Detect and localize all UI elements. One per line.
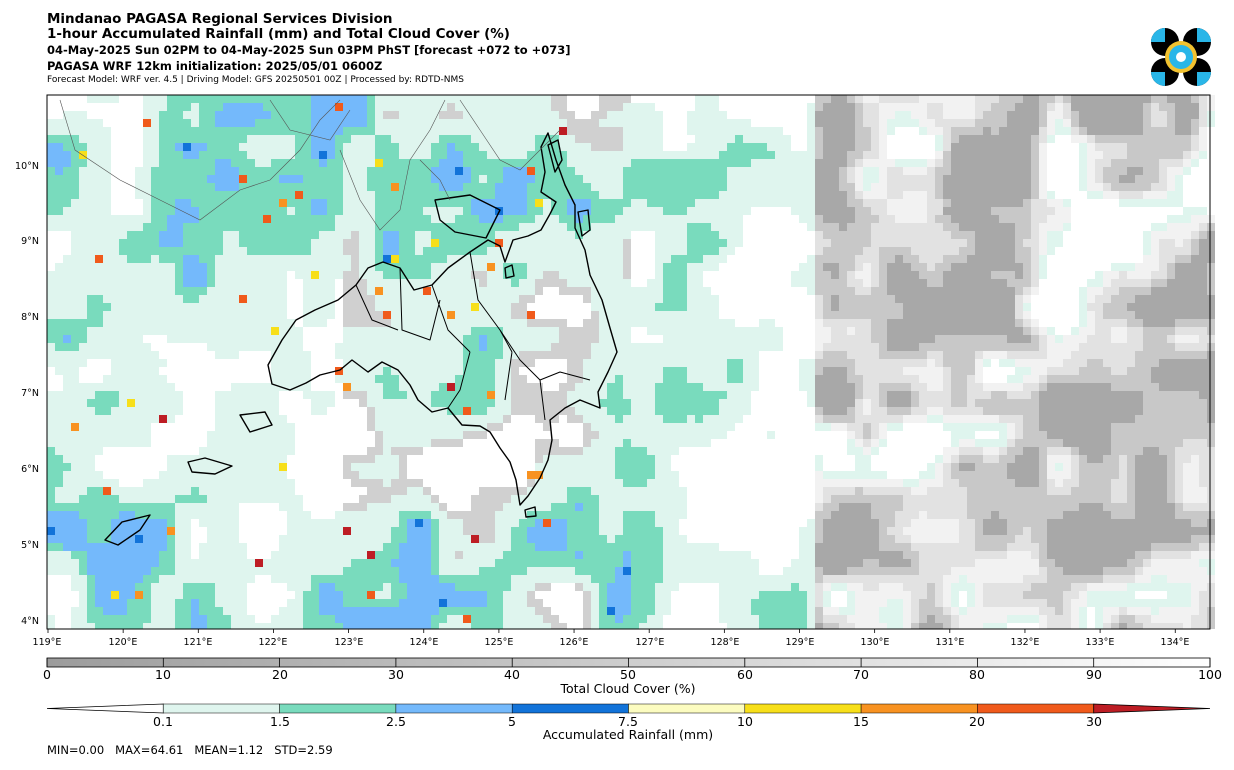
map-title: Mindanao PAGASA Regional Services Divisi…: [47, 11, 393, 27]
lon-label: 122°E: [258, 637, 288, 648]
stat-mean: MEAN=1.12: [194, 743, 264, 757]
basilan-coastline: [239, 411, 273, 433]
rain-tick-label: 10: [737, 714, 753, 729]
lon-label: 119°E: [32, 637, 62, 648]
lat-label: 4°N: [21, 616, 39, 627]
cloud-tick-label: 50: [620, 667, 636, 682]
cloud-tick-label: 40: [504, 667, 520, 682]
forecast-period: 04-May-2025 Sun 02PM to 04-May-2025 Sun …: [47, 43, 571, 57]
rainfall-colorbar: [46, 703, 1211, 714]
lon-label: 125°E: [484, 637, 514, 648]
cloud-tick-label: 30: [388, 667, 404, 682]
pagasa-seal-icon: [1151, 28, 1211, 86]
lon-label: 128°E: [710, 637, 740, 648]
rain-tick-label: 5: [508, 714, 516, 729]
rain-tick-label: 0.1: [153, 714, 173, 729]
cloud-tick-label: 90: [1086, 667, 1102, 682]
siargao-coastline: [577, 209, 591, 237]
lon-label: 132°E: [1010, 637, 1040, 648]
lon-label: 131°E: [935, 637, 965, 648]
cloud-tick-label: 20: [272, 667, 288, 682]
cloud-tick-label: 0: [43, 667, 51, 682]
cloud-tick-label: 60: [737, 667, 753, 682]
cloud-tick-label: 70: [853, 667, 869, 682]
jolo-coastline: [187, 457, 233, 475]
camiguin-coastline: [504, 264, 515, 279]
lat-label: 5°N: [21, 540, 39, 551]
map-frame: [46, 94, 1211, 630]
lat-label: 10°N: [15, 161, 39, 172]
boundary-lines: [355, 251, 591, 421]
mindanao-coastline: [267, 132, 618, 506]
rain-tick-label: 2.5: [386, 714, 406, 729]
dinagat-coastline: [547, 139, 563, 173]
cloud-colorbar: [46, 657, 1211, 668]
lon-label: 120°E: [108, 637, 138, 648]
stat-max: MAX=64.61: [115, 743, 184, 757]
rain-colorbar-title: Accumulated Rainfall (mm): [542, 727, 714, 742]
lat-label: 8°N: [21, 312, 39, 323]
map-subtitle: 1-hour Accumulated Rainfall (mm) and Tot…: [47, 26, 510, 42]
stat-std: STD=2.59: [274, 743, 333, 757]
cloud-tick-label: 10: [155, 667, 171, 682]
lon-label: 127°E: [635, 637, 665, 648]
cloud-tick-label: 100: [1198, 667, 1222, 682]
sarangani-coastline: [524, 506, 537, 518]
cloud-colorbar-title: Total Cloud Cover (%): [560, 681, 696, 696]
lat-label: 6°N: [21, 464, 39, 475]
rain-tick-label: 1.5: [270, 714, 290, 729]
lon-label: 129°E: [785, 637, 815, 648]
rainfall-cloud-field: [47, 95, 1215, 629]
lon-label: 121°E: [183, 637, 213, 648]
lon-label: 133°E: [1085, 637, 1115, 648]
rain-tick-label: 20: [969, 714, 985, 729]
stat-min: MIN=0.00: [47, 743, 105, 757]
lon-label: 124°E: [409, 637, 439, 648]
lon-label: 130°E: [860, 637, 890, 648]
statistics-line: MIN=0.00 MAX=64.61 MEAN=1.12 STD=2.59: [47, 743, 333, 757]
tawi-tawi-coastline: [104, 514, 151, 546]
rain-tick-label: 7.5: [618, 714, 638, 729]
bohol-coastline: [434, 194, 501, 239]
philippine-coastlines: [104, 132, 618, 546]
rain-tick-label: 30: [1086, 714, 1102, 729]
rain-tick-label: 15: [853, 714, 869, 729]
lon-label: 134°E: [1160, 637, 1190, 648]
longitude-ticks: [47, 629, 1176, 633]
initialization-line: PAGASA WRF 12km initialization: 2025/05/…: [47, 59, 383, 73]
lon-label: 126°E: [559, 637, 589, 648]
cloud-tick-label: 80: [969, 667, 985, 682]
model-credits: Forecast Model: WRF ver. 4.5 | Driving M…: [47, 75, 464, 85]
lat-label: 9°N: [21, 236, 39, 247]
visayas-outlines: [59, 99, 561, 231]
lat-label: 7°N: [21, 388, 39, 399]
lon-label: 123°E: [334, 637, 364, 648]
